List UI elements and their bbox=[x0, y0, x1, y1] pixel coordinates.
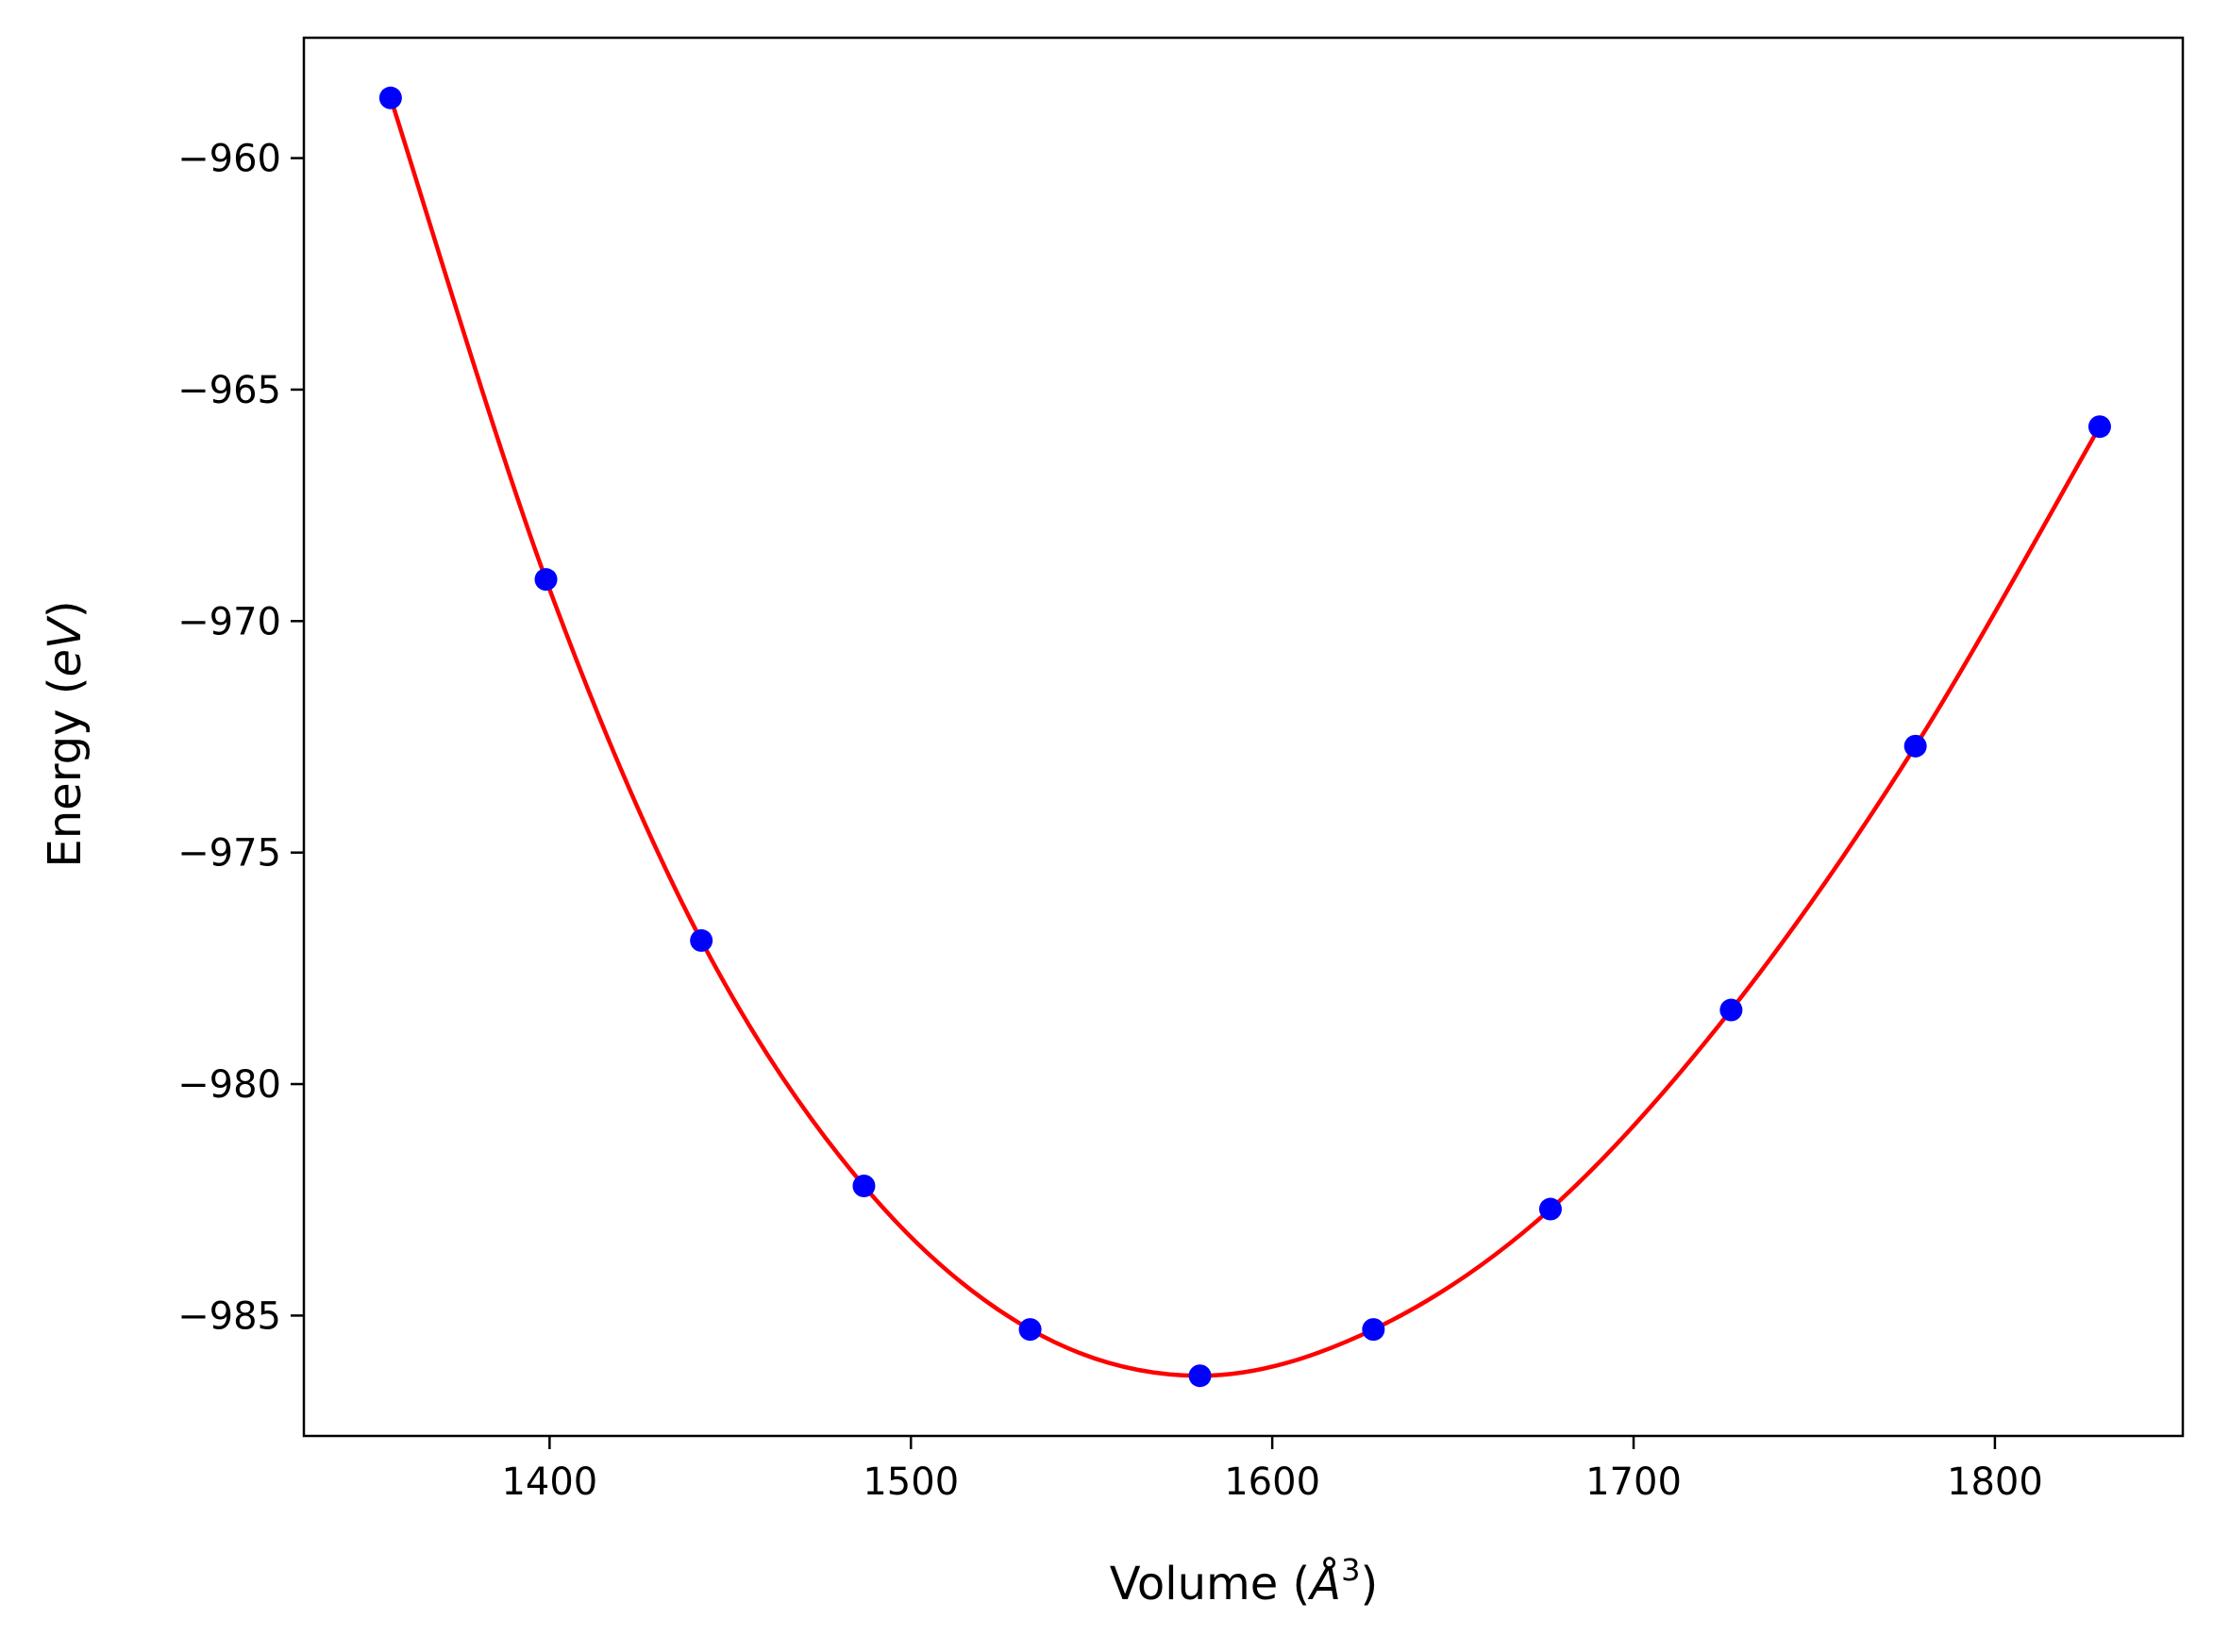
x-tick-label: 1800 bbox=[1947, 1460, 2043, 1504]
data-point bbox=[690, 928, 713, 952]
x-axis-label-exponent: 3 bbox=[1341, 1552, 1360, 1588]
plot-frame bbox=[302, 36, 2185, 1438]
fit-curve-layer bbox=[388, 97, 2102, 1378]
data-points-layer bbox=[378, 86, 2111, 1388]
y-axis-label-unit: eV bbox=[39, 615, 92, 677]
x-tick-label: 1500 bbox=[863, 1460, 959, 1504]
data-point bbox=[1903, 734, 1927, 758]
y-axis-label: Energy (eV) bbox=[39, 600, 92, 867]
data-point bbox=[534, 568, 558, 592]
y-axis-label-text: Energy ( bbox=[39, 677, 92, 868]
data-point bbox=[1188, 1364, 1212, 1388]
y-tick-label: −960 bbox=[177, 138, 281, 181]
data-point bbox=[1362, 1318, 1385, 1342]
y-tick-label: −985 bbox=[177, 1294, 281, 1338]
data-point bbox=[852, 1175, 876, 1198]
x-axis-label-close: ) bbox=[1360, 1558, 1378, 1610]
x-axis-label-symbol: Å bbox=[1307, 1557, 1341, 1610]
x-tick-label: 1400 bbox=[501, 1460, 597, 1504]
data-point bbox=[2087, 415, 2111, 439]
y-axis-label-close: ) bbox=[39, 600, 92, 618]
y-tick-label: −975 bbox=[177, 832, 281, 876]
x-axis-ticks: 1400 1500 1600 1700 1800 bbox=[501, 1436, 2043, 1504]
data-point bbox=[378, 86, 402, 109]
y-axis-ticks: −960 −965 −970 −975 −980 −985 bbox=[177, 138, 304, 1338]
x-tick-label: 1600 bbox=[1224, 1460, 1320, 1504]
y-tick-label: −970 bbox=[177, 600, 281, 643]
x-axis-label: Volume (Å3) bbox=[1110, 1552, 1378, 1610]
data-point bbox=[1018, 1318, 1042, 1342]
x-tick-label: 1700 bbox=[1585, 1460, 1682, 1504]
data-point bbox=[1719, 998, 1743, 1022]
fit-curve-line bbox=[388, 97, 2102, 1378]
y-tick-label: −965 bbox=[177, 369, 281, 412]
y-tick-label: −980 bbox=[177, 1063, 281, 1107]
x-axis-label-text: Volume ( bbox=[1110, 1558, 1311, 1610]
data-point bbox=[1538, 1197, 1562, 1221]
